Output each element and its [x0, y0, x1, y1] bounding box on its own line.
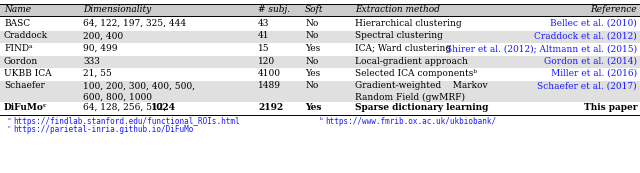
Bar: [0, 30, 640, 43]
Text: Selected ICA componentsᵇ: Selected ICA componentsᵇ: [355, 69, 477, 78]
Text: ICA; Ward clustering: ICA; Ward clustering: [355, 44, 451, 53]
Text: 64, 128, 256, 512,: 64, 128, 256, 512,: [83, 102, 169, 112]
Text: Extraction method: Extraction method: [355, 5, 440, 14]
Text: 333: 333: [83, 57, 100, 66]
Text: Miller et al. (2016): Miller et al. (2016): [551, 69, 637, 78]
Text: 2192: 2192: [258, 102, 284, 112]
Text: ᶜ: ᶜ: [8, 125, 11, 133]
Text: UKBB ICA: UKBB ICA: [4, 69, 52, 78]
Text: Soft: Soft: [305, 5, 323, 14]
Bar: [0, 80, 640, 102]
Text: Yes: Yes: [305, 69, 320, 78]
Text: # subj.: # subj.: [258, 5, 290, 14]
Text: Name: Name: [4, 5, 31, 14]
Bar: [0, 56, 640, 68]
Text: 4100: 4100: [258, 69, 281, 78]
Text: Yes: Yes: [305, 44, 320, 53]
Text: No: No: [305, 19, 318, 28]
Text: 43: 43: [258, 19, 269, 28]
Text: No: No: [305, 57, 318, 66]
Text: Yes: Yes: [305, 102, 321, 112]
Text: Local-gradient approach: Local-gradient approach: [355, 57, 468, 66]
Text: Shirer et al. (2012); Altmann et al. (2015): Shirer et al. (2012); Altmann et al. (20…: [446, 44, 637, 53]
Text: Spectral clustering: Spectral clustering: [355, 31, 443, 40]
Text: 1024: 1024: [150, 102, 175, 112]
Text: https://www.fmrib.ox.ac.uk/ukbiobank/: https://www.fmrib.ox.ac.uk/ukbiobank/: [325, 117, 496, 126]
Text: FINDᵃ: FINDᵃ: [4, 44, 33, 53]
Text: BASC: BASC: [4, 19, 30, 28]
Text: Schaefer et al. (2017): Schaefer et al. (2017): [538, 81, 637, 90]
Text: 15: 15: [258, 44, 269, 53]
Text: Dimensionality: Dimensionality: [83, 5, 151, 14]
Text: 90, 499: 90, 499: [83, 44, 118, 53]
Text: 1489: 1489: [258, 81, 281, 90]
Text: https://findlab.stanford.edu/functional_ROIs.html: https://findlab.stanford.edu/functional_…: [13, 117, 239, 126]
Text: This paper: This paper: [584, 102, 637, 112]
Text: https://parietal-inria.github.io/DiFuMo: https://parietal-inria.github.io/DiFuMo: [13, 125, 193, 134]
Text: Craddock et al. (2012): Craddock et al. (2012): [534, 31, 637, 40]
Text: Craddock: Craddock: [4, 31, 48, 40]
Text: ᵇ: ᵇ: [320, 117, 323, 125]
Text: 21, 55: 21, 55: [83, 69, 112, 78]
Text: Bellec et al. (2010): Bellec et al. (2010): [550, 19, 637, 28]
Text: 120: 120: [258, 57, 275, 66]
Text: No: No: [305, 31, 318, 40]
Text: Gradient-weighted    Markov
Random Field (gwMRF): Gradient-weighted Markov Random Field (g…: [355, 81, 488, 102]
Text: Reference: Reference: [590, 5, 637, 14]
Text: 41: 41: [258, 31, 269, 40]
Text: No: No: [305, 81, 318, 90]
Text: DiFuMoᶜ: DiFuMoᶜ: [4, 102, 48, 112]
Text: 100, 200, 300, 400, 500,
600, 800, 1000: 100, 200, 300, 400, 500, 600, 800, 1000: [83, 81, 195, 102]
Text: Schaefer: Schaefer: [4, 81, 45, 90]
Text: Hierarchical clustering: Hierarchical clustering: [355, 19, 461, 28]
Bar: [0, 4, 640, 16]
Text: 200, 400: 200, 400: [83, 31, 123, 40]
Text: Gordon et al. (2014): Gordon et al. (2014): [544, 57, 637, 66]
Text: ᵃ: ᵃ: [8, 117, 11, 125]
Text: 64, 122, 197, 325, 444: 64, 122, 197, 325, 444: [83, 19, 186, 28]
Text: Gordon: Gordon: [4, 57, 38, 66]
Text: Sparse dictionary learning: Sparse dictionary learning: [355, 102, 488, 112]
